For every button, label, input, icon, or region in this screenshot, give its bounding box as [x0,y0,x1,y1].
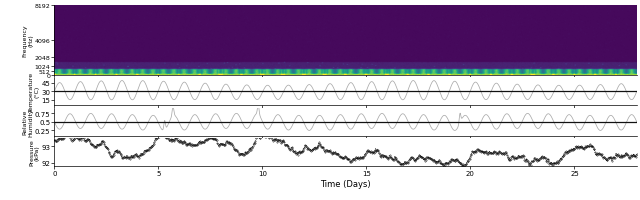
Y-axis label: Frequency
(Hz): Frequency (Hz) [22,25,33,57]
Y-axis label: Relative
Humidity: Relative Humidity [22,108,33,136]
Y-axis label: Pressure
(kPa): Pressure (kPa) [29,139,40,165]
X-axis label: Time (Days): Time (Days) [320,179,371,188]
Y-axis label: Temperature
(°C): Temperature (°C) [29,72,40,112]
